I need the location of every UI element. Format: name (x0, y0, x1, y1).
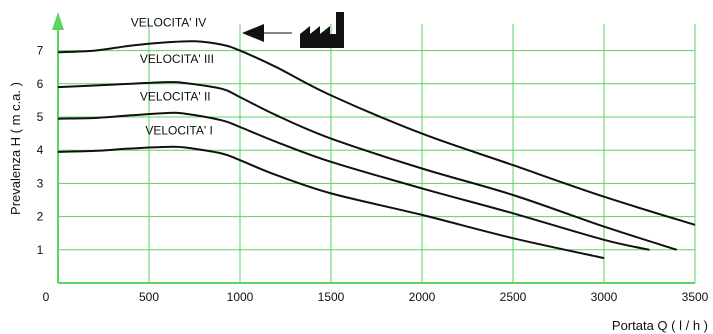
series-line (57, 81, 678, 251)
series (57, 40, 696, 260)
y-tick-label: 4 (37, 143, 44, 157)
x-tick-label: 3000 (591, 290, 618, 304)
grid (58, 24, 696, 283)
y-tick-label: 1 (37, 243, 44, 257)
y-tick-label: 3 (37, 176, 44, 190)
x-axis-label: Portata Q ( l / h ) (612, 318, 708, 333)
y-tick-label: 6 (37, 77, 44, 91)
x-tick-label: 500 (139, 290, 159, 304)
x-tick-label: 2500 (500, 290, 527, 304)
y-axis-label: Prevalenza H ( m c.a. ) (8, 82, 23, 215)
series-line (57, 145, 605, 260)
x-tick-label: 2000 (409, 290, 436, 304)
tick-labels: 500 1000 1500 2000 2500 3000 3500 1 2 3 4 5 6 7 0 (37, 44, 709, 304)
x-tick-label: 1000 (227, 290, 254, 304)
x-tick-label: 1500 (318, 290, 345, 304)
factory-arrow-icon (242, 12, 344, 48)
series-label: VELOCITA' III (140, 52, 214, 66)
axes (52, 12, 695, 284)
series-labels: VELOCITA' IV VELOCITA' III VELOCITA' II VEL… (131, 16, 214, 138)
y-tick-label: 7 (37, 44, 44, 58)
origin-label: 0 (43, 290, 50, 304)
series-line (57, 111, 650, 251)
series-label: VELOCITA' I (145, 123, 212, 137)
series-label: VELOCITA' II (140, 89, 211, 103)
y-tick-label: 2 (37, 210, 44, 224)
y-axis-arrow-icon (52, 12, 64, 30)
series-line (57, 40, 696, 226)
y-tick-label: 5 (37, 110, 44, 124)
series-label: VELOCITA' IV (131, 16, 206, 30)
x-tick-label: 3500 (682, 290, 709, 304)
